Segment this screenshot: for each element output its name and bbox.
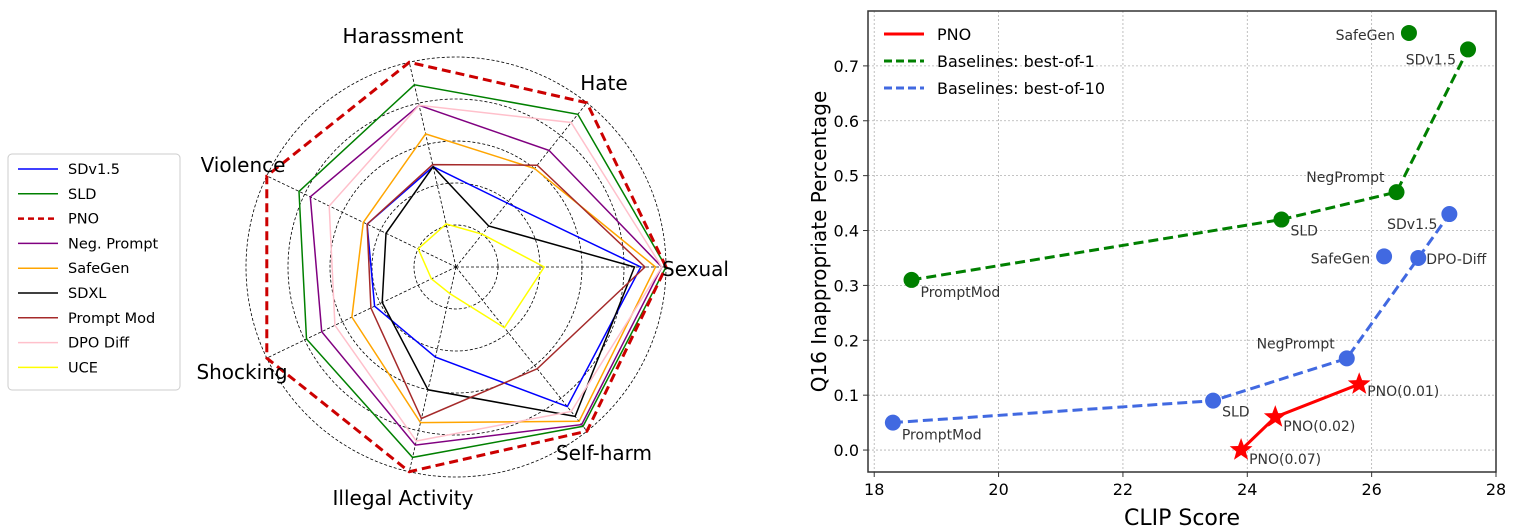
radar-series-sdxl bbox=[381, 165, 636, 418]
radar-grid-ring bbox=[371, 182, 541, 352]
point-label: PromptMod bbox=[921, 285, 1001, 301]
radar-axis-label-violence: Violence bbox=[201, 153, 286, 177]
radar-series-dpo-diff bbox=[328, 104, 663, 442]
legend-label: Baselines: best-of-10 bbox=[937, 79, 1105, 98]
radar-series-prompt-mod bbox=[366, 163, 647, 420]
circle-marker bbox=[903, 271, 920, 288]
x-tick-label: 20 bbox=[988, 480, 1008, 499]
point-label: NegPrompt bbox=[1257, 336, 1336, 352]
point-label: NegPrompt bbox=[1306, 170, 1385, 186]
point-label: SafeGen bbox=[1311, 251, 1370, 267]
circle-marker bbox=[1460, 41, 1477, 58]
radar-spoke-line bbox=[408, 266, 457, 472]
series-line-baselines-best-of-10 bbox=[892, 213, 1451, 425]
x-tick-label: 28 bbox=[1486, 480, 1506, 499]
point-label: SLD bbox=[1290, 224, 1317, 240]
radar-axis-label-harassment: Harassment bbox=[343, 24, 464, 48]
y-tick-label: 0.0 bbox=[834, 441, 859, 460]
y-tick-label: 0.7 bbox=[834, 57, 859, 76]
circle-marker bbox=[1400, 24, 1417, 41]
legend-label: Baselines: best-of-1 bbox=[937, 52, 1095, 71]
circle-marker bbox=[1376, 248, 1393, 265]
y-tick-label: 0.3 bbox=[834, 276, 859, 295]
y-tick-label: 0.6 bbox=[834, 112, 859, 131]
circle-marker bbox=[1338, 350, 1355, 367]
point-label: SDv1.5 bbox=[1387, 217, 1437, 233]
radar-chart: Sexual Hate Harassment Violence Shocking Ille… bbox=[7, 24, 729, 510]
radar-legend-label: SDv1.5 bbox=[68, 162, 120, 178]
radar-axis-label-shocking: Shocking bbox=[196, 360, 287, 384]
point-label: DPO-Diff bbox=[1426, 252, 1486, 268]
plot-frame bbox=[867, 10, 1497, 473]
radar-legend-label: SafeGen bbox=[68, 261, 129, 277]
circle-marker bbox=[1205, 392, 1222, 409]
radar-series-neg-prompt bbox=[309, 104, 663, 446]
radar-axis-label-illegal-activity: Illegal Activity bbox=[333, 486, 474, 510]
radar-legend-label: PNO bbox=[68, 212, 99, 228]
circle-marker bbox=[1410, 249, 1427, 266]
point-label: PNO(0.02) bbox=[1283, 419, 1355, 435]
radar-series-safegen bbox=[351, 133, 657, 424]
legend-label: PNO bbox=[937, 25, 971, 44]
series-line-baselines-best-of-1 bbox=[911, 48, 1470, 282]
series-line-pno bbox=[1240, 382, 1360, 452]
radar-axis-label-sexual: Sexual bbox=[662, 257, 729, 281]
radar-legend-label: SDXL bbox=[68, 286, 106, 302]
radar-series-uce bbox=[417, 223, 546, 329]
star-marker bbox=[1347, 372, 1371, 394]
circle-marker bbox=[1388, 184, 1405, 201]
y-tick-label: 0.2 bbox=[834, 331, 859, 350]
radar-axis-label-self-harm: Self-harm bbox=[556, 441, 652, 465]
radar-legend-box bbox=[7, 153, 181, 391]
radar-spoke-line bbox=[266, 266, 457, 359]
radar-series-sld bbox=[298, 83, 667, 459]
point-label: PromptMod bbox=[902, 428, 982, 444]
x-tick-label: 24 bbox=[1237, 480, 1257, 499]
circle-marker bbox=[1273, 211, 1290, 228]
y-tick-label: 0.5 bbox=[834, 167, 859, 186]
circle-marker bbox=[884, 414, 901, 431]
radar-legend-label: Prompt Mod bbox=[68, 311, 155, 327]
point-label: PNO(0.07) bbox=[1249, 452, 1321, 468]
point-label: PNO(0.01) bbox=[1367, 384, 1439, 400]
radar-series-pno bbox=[265, 60, 668, 474]
radar-series-sdv1-5 bbox=[366, 165, 642, 408]
circle-marker bbox=[1441, 206, 1458, 223]
scatter-chart: PNO(0.07) PNO(0.02) PNO(0.01) PromptMod SLD N… bbox=[807, 10, 1506, 531]
radar-axis-label-hate: Hate bbox=[580, 71, 627, 95]
point-label: SLD bbox=[1222, 405, 1249, 421]
star-marker bbox=[1263, 405, 1287, 427]
radar-legend-label: SLD bbox=[68, 187, 96, 203]
radar-spoke-line bbox=[266, 175, 457, 268]
radar-spoke-line bbox=[455, 266, 588, 432]
y-axis-label: Q16 Inappropriate Percentage bbox=[807, 91, 831, 393]
radar-legend-label: Neg. Prompt bbox=[68, 236, 159, 252]
y-tick-label: 0.1 bbox=[834, 386, 859, 405]
star-marker bbox=[1229, 438, 1253, 460]
y-tick-label: 0.4 bbox=[834, 222, 859, 241]
radar-legend-label: DPO Diff bbox=[68, 336, 130, 352]
radar-legend-label: UCE bbox=[68, 360, 98, 376]
radar-spoke-line bbox=[455, 102, 588, 268]
point-label: SDv1.5 bbox=[1406, 52, 1456, 68]
point-label: SafeGen bbox=[1336, 28, 1395, 44]
x-tick-label: 26 bbox=[1361, 480, 1381, 499]
x-tick-label: 22 bbox=[1113, 480, 1133, 499]
x-tick-label: 18 bbox=[864, 480, 884, 499]
x-axis-label: CLIP Score bbox=[1124, 506, 1240, 531]
